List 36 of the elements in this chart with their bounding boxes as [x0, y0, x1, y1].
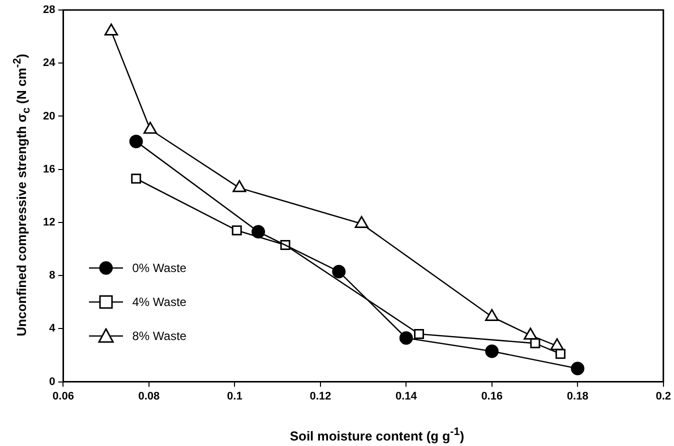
x-tick-label: 0.06	[52, 390, 74, 402]
legend-label: 4% Waste	[132, 295, 186, 310]
point	[485, 344, 499, 358]
y-tick-label: 28	[42, 4, 56, 16]
y-tick-label: 20	[42, 110, 56, 122]
x-tick-label: 0.12	[310, 390, 332, 402]
point	[129, 134, 143, 148]
y-tick-label: 12	[42, 216, 56, 228]
point	[252, 225, 266, 238]
x-tick-label: 0.16	[481, 390, 503, 402]
y-tick-label: 16	[42, 163, 56, 176]
point	[232, 225, 242, 236]
point	[232, 180, 246, 192]
legend-label: 0% Waste	[132, 261, 186, 276]
x-tick-label: 0.14	[395, 390, 418, 402]
y-tick-label: 8	[49, 270, 56, 282]
point	[555, 348, 566, 359]
legend-label: 8% Waste	[132, 329, 186, 344]
x-tick-label: 0.08	[138, 390, 160, 402]
y-tick-label: 24	[42, 57, 56, 70]
x-axis-title: Soil moisture content (g g$^{-1}$)	[288, 426, 466, 444]
point	[399, 331, 413, 345]
point	[530, 338, 540, 348]
y-tick-label: 4	[49, 322, 56, 335]
x-tick-label: 0.1	[227, 390, 242, 402]
point	[104, 23, 118, 36]
point	[143, 122, 158, 134]
point	[354, 216, 368, 228]
point	[131, 174, 142, 184]
point	[414, 329, 424, 339]
x-tick-label: 0.2	[656, 390, 672, 402]
point	[332, 264, 346, 278]
point	[524, 328, 538, 340]
point	[570, 362, 584, 376]
x-tick-label: 0.18	[566, 390, 588, 402]
y-tick-label: 0	[49, 376, 56, 388]
